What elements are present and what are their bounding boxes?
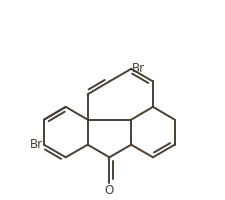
Text: O: O (105, 184, 114, 197)
Text: Br: Br (30, 138, 43, 151)
Text: Br: Br (132, 62, 145, 75)
